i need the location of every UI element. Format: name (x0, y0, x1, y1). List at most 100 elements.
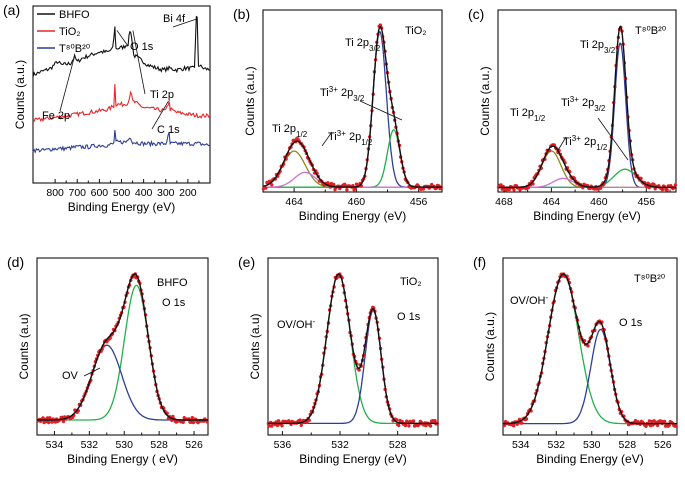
panel-label: (e) (238, 254, 255, 270)
peak-annotation: Ti3+ 2p1/2 (563, 134, 608, 152)
x-tick-label: 534 (46, 439, 64, 451)
panel-b: 464 460 456 Binding Energy (eV) Counts (a.u.… (233, 6, 443, 223)
panel-label: (f) (473, 254, 486, 270)
peak-annotation: Ti 2p1/2 (272, 123, 308, 139)
x-tick-label: 500 (113, 187, 131, 199)
peak-annotation: O 1s (130, 41, 154, 53)
annotation-arrow (359, 100, 403, 121)
data-point (295, 137, 299, 141)
data-point (664, 424, 668, 428)
x-axis-label: Binding Energy (eV) (533, 209, 640, 223)
panel-d: 534 532 530 528 526 Binding Energy ( eV) Count… (7, 254, 209, 466)
data-point (265, 180, 269, 185)
x-tick-label: 400 (135, 187, 153, 199)
x-tick-label: 528 (389, 439, 407, 451)
annotation-arrow (132, 30, 146, 95)
data-point (182, 416, 186, 420)
x-tick-label: 468 (495, 196, 513, 208)
x-tick-label: 532 (81, 439, 99, 451)
x-axis-label: Binding Energy ( eV) (67, 452, 178, 466)
x-tick-label: 536 (274, 439, 292, 451)
x-tick-label: 530 (115, 439, 133, 451)
plot-frame (262, 9, 443, 193)
annotation-arrow (116, 30, 129, 47)
peak-annotation: O 1s (619, 317, 643, 329)
x-tick-label: 464 (285, 196, 303, 208)
data-point (653, 187, 657, 191)
peak-annotation: Bi 4f (163, 13, 186, 25)
annotation-arrow (83, 367, 101, 377)
annotation-arrow (556, 136, 567, 153)
plot-frame (267, 257, 439, 436)
panel-title: T⁸⁰B²⁰ (634, 273, 666, 285)
x-axis-label: Binding Energy (eV) (68, 200, 175, 214)
panel-title: TiO₂ (400, 276, 422, 288)
data-point (407, 424, 411, 428)
data-point (299, 423, 303, 427)
y-axis-label: Counts (a.u.) (483, 312, 497, 381)
panel-title: BHFO (157, 277, 188, 289)
y-axis-label: Counts (a.u) (17, 313, 31, 379)
peak-annotation: Fe 2p (42, 110, 70, 122)
data-point (261, 187, 266, 191)
component-curve (263, 30, 442, 188)
annotation-arrow (151, 100, 169, 130)
x-tick-label: 460 (348, 196, 366, 208)
panel-label: (b) (233, 6, 250, 22)
x-tick-label: 528 (150, 439, 168, 451)
x-tick-label: 600 (91, 187, 109, 199)
x-tick-label: 532 (547, 439, 565, 451)
panel-title: TiO₂ (405, 25, 427, 37)
plot-frame (497, 9, 677, 193)
panel-a: 800 700 600 500 400 300 200 Binding Energy (eV)… (3, 2, 211, 214)
fit-envelope (268, 273, 438, 425)
data-point (502, 423, 507, 428)
data-point (405, 419, 409, 423)
peak-annotation: Ti 2p3/2 (580, 39, 616, 55)
x-tick-label: 526 (185, 439, 203, 451)
peak-annotation: Ti3+ 2p1/2 (328, 129, 373, 147)
data-point (61, 419, 66, 424)
x-tick-label: 526 (654, 439, 672, 451)
panel-label: (a) (3, 2, 20, 18)
data-point (673, 183, 678, 187)
peak-annotation: OV (62, 370, 79, 382)
data-point (639, 419, 643, 424)
x-axis-label: Binding Energy (eV) (536, 452, 643, 466)
data-point (655, 423, 660, 428)
peak-annotation: C 1s (157, 124, 180, 136)
x-axis-label: Binding Energy (eV) (299, 209, 406, 223)
data-point (333, 187, 337, 192)
data-point (190, 416, 194, 420)
data-point (281, 419, 285, 423)
legend-label: TiO₂ (59, 26, 81, 38)
data-point (42, 420, 46, 425)
x-tick-label: 532 (331, 439, 349, 451)
data-point (646, 181, 650, 185)
annotation-arrow (597, 117, 629, 161)
y-axis-label: Counts (a.u) (248, 313, 262, 379)
peak-annotation: OV/OH- (277, 317, 315, 332)
x-tick-label: 534 (512, 439, 530, 451)
data-point (418, 419, 422, 424)
data-point (500, 187, 504, 191)
annotation-arrow (321, 131, 333, 147)
peak-annotation: OV/OH- (510, 293, 548, 308)
data-point (429, 419, 434, 423)
data-point (270, 183, 274, 187)
data-point (412, 424, 417, 428)
data-point (513, 184, 517, 188)
x-tick-label: 456 (638, 196, 656, 208)
y-axis-label: Counts (a.u.) (13, 60, 27, 129)
peak-annotation: O 1s (162, 297, 186, 309)
data-point (352, 188, 356, 192)
data-point (647, 419, 652, 423)
data-point (668, 420, 672, 424)
component-curve (498, 150, 676, 189)
x-tick-label: 530 (583, 439, 601, 451)
series-line-t80b20 (32, 130, 211, 154)
peak-annotation: Ti 2p3/2 (345, 37, 381, 53)
